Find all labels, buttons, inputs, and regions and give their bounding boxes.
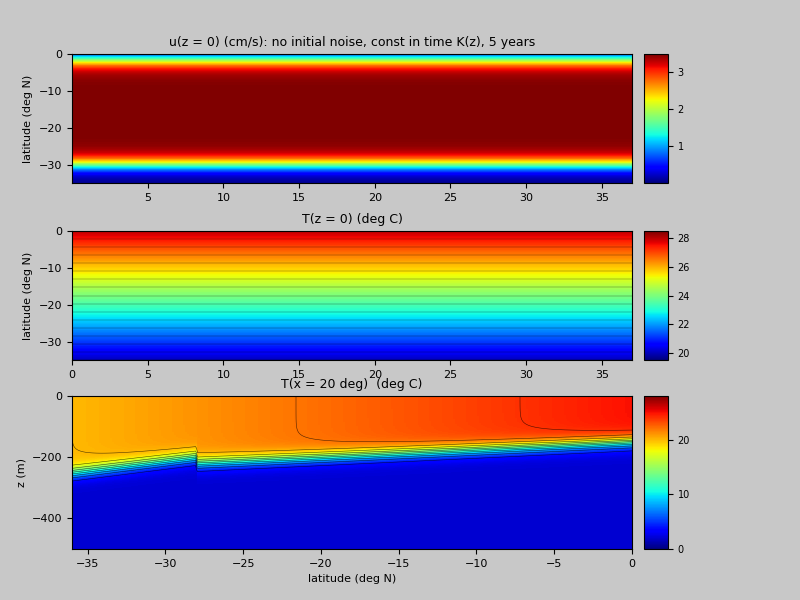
Y-axis label: latitude (deg N): latitude (deg N) (23, 74, 34, 163)
Title: T(z = 0) (deg C): T(z = 0) (deg C) (302, 212, 402, 226)
Y-axis label: latitude (deg N): latitude (deg N) (23, 251, 34, 340)
Y-axis label: z (m): z (m) (16, 458, 26, 487)
Title: T(x = 20 deg)  (deg C): T(x = 20 deg) (deg C) (282, 377, 422, 391)
Title: u(z = 0) (cm/s): no initial noise, const in time K(z), 5 years: u(z = 0) (cm/s): no initial noise, const… (169, 35, 535, 49)
X-axis label: latitude (deg N): latitude (deg N) (308, 574, 396, 584)
